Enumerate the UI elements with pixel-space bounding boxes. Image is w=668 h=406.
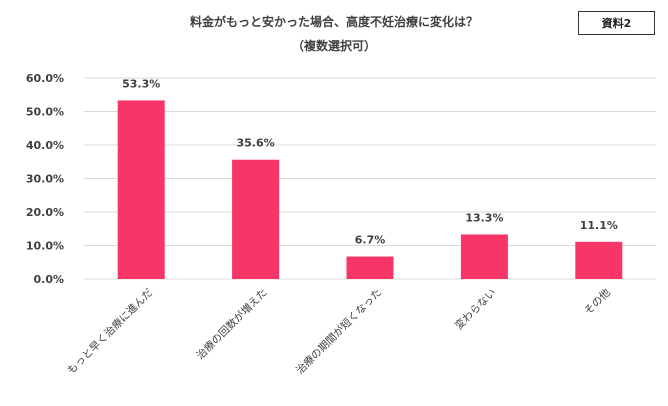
bar — [346, 256, 394, 279]
data-label: 6.7% — [355, 234, 386, 247]
chart-title: 料金がもっと安かった場合、高度不妊治療に変化は？ — [190, 14, 478, 29]
chart-subtitle: （複数選択可） — [292, 38, 376, 53]
bars — [117, 100, 623, 279]
y-tick-label: 0.0% — [33, 273, 64, 286]
y-tick-label: 10.0% — [26, 240, 64, 253]
y-axis-ticks: 0.0% 10.0% 20.0% 30.0% 40.0% 50.0% 60.0% — [26, 72, 64, 286]
gridlines — [84, 77, 656, 280]
y-tick-label: 50.0% — [26, 106, 64, 119]
data-label: 13.3% — [465, 211, 503, 224]
x-axis-ticks: もっと早く治療に進んだ 治療の回数が増えた 治療の期間が短くなった 変わらない その他 — [64, 286, 613, 377]
x-tick-label: 治療の期間が短くなった — [293, 286, 384, 377]
y-tick-label: 60.0% — [26, 72, 64, 85]
y-tick-label: 30.0% — [26, 173, 64, 186]
data-labels: 53.3% 35.6% 6.7% 13.3% 11.1% — [122, 77, 618, 246]
bar — [575, 241, 623, 279]
bar — [117, 100, 165, 279]
data-label: 53.3% — [122, 77, 160, 90]
x-tick-label: もっと早く治療に進んだ — [64, 286, 155, 377]
data-label: 11.1% — [580, 219, 618, 232]
bar — [460, 234, 508, 279]
y-tick-label: 40.0% — [26, 139, 64, 152]
x-tick-label: 変わらない — [452, 286, 498, 332]
x-tick-label: 治療の回数が増えた — [194, 286, 270, 362]
bar — [232, 159, 280, 279]
data-label: 35.6% — [237, 137, 275, 150]
x-tick-label: その他 — [581, 286, 613, 318]
document-label-badge: 資料2 — [578, 11, 655, 35]
y-tick-label: 20.0% — [26, 206, 64, 219]
